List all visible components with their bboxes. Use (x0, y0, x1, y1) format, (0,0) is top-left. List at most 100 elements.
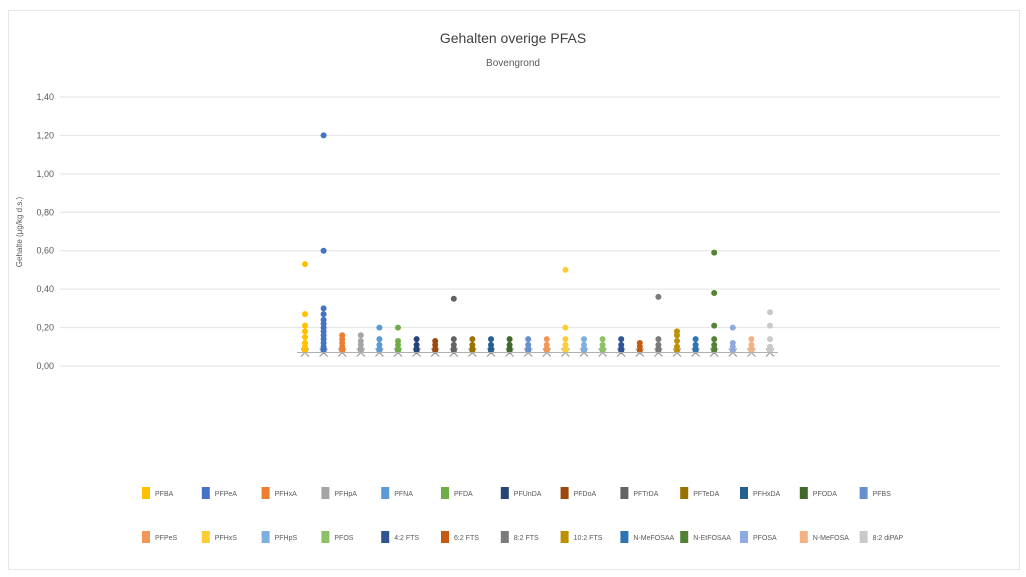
y-tick-label: 0,60 (36, 246, 54, 256)
legend-label: 10:2 FTS (574, 535, 603, 542)
legend-label: 8:2 diPAP (873, 535, 904, 542)
data-point (525, 336, 532, 343)
legend-swatch (261, 487, 270, 499)
legend-swatch (261, 531, 270, 543)
legend-label: PFDA (454, 491, 473, 498)
legend-label: 4:2 FTS (394, 535, 419, 542)
legend-label: PFHxA (275, 491, 298, 498)
legend-swatch (142, 487, 150, 499)
legend-label: PFBA (155, 491, 174, 498)
data-point (450, 336, 457, 343)
legend-swatch (740, 487, 748, 499)
legend-swatch (680, 487, 689, 499)
data-point (729, 324, 736, 331)
legend-label: PFUnDA (514, 491, 542, 498)
data-point (618, 336, 625, 343)
data-point (674, 338, 680, 345)
legend-label: N-MeFOSAA (633, 535, 674, 542)
legend-swatch (799, 531, 808, 543)
legend-label: PFBS (873, 491, 892, 498)
data-point (692, 336, 699, 343)
data-point (320, 132, 327, 139)
data-point (320, 305, 327, 312)
data-point (302, 328, 308, 335)
legend-swatch (620, 487, 629, 499)
legend-swatch (620, 531, 629, 543)
data-point (748, 336, 755, 343)
data-point (506, 336, 513, 343)
legend-label: PFNA (394, 491, 413, 498)
legend-label: PFPeS (155, 535, 178, 542)
legend-swatch (799, 487, 808, 499)
legend-swatch (201, 487, 210, 499)
data-point (562, 266, 569, 273)
legend-swatch (560, 487, 569, 499)
data-point (674, 332, 680, 339)
data-point (767, 336, 773, 343)
y-tick-label: 0,20 (36, 323, 54, 333)
legend-swatch (321, 487, 330, 499)
data-point (543, 336, 550, 343)
legend-swatch (321, 531, 330, 543)
data-point (376, 336, 383, 343)
data-point (562, 336, 569, 343)
data-point (711, 289, 718, 296)
data-point (711, 322, 718, 329)
legend-swatch (859, 531, 868, 543)
legend-swatch (142, 531, 150, 543)
legend-label: PFOSA (753, 535, 777, 542)
data-point (302, 311, 308, 318)
data-point (581, 336, 587, 343)
data-point (767, 322, 773, 329)
data-point (302, 334, 308, 341)
gridlines (60, 96, 1000, 367)
data-point (320, 247, 327, 254)
data-point (562, 324, 569, 331)
data-point (376, 324, 383, 331)
legend-label: N-EtFOSAA (693, 535, 731, 542)
y-tick-label: 0,40 (36, 284, 54, 294)
y-axis-label: Gehalte (µg/kg d.s.) (15, 196, 24, 267)
data-point (599, 336, 606, 343)
data-point (767, 309, 773, 316)
data-point (469, 336, 476, 343)
legend-swatch (560, 531, 569, 543)
legend-swatch (381, 487, 390, 499)
legend-label: PFHpA (334, 491, 357, 498)
y-tick-label: 1,40 (36, 92, 54, 102)
legend-swatch (441, 531, 449, 543)
legend-label: PFHxS (215, 535, 238, 542)
legend-swatch (740, 531, 748, 543)
data-points (297, 132, 778, 357)
legend-label: PFPeA (215, 491, 238, 498)
y-tick-label: 0,00 (36, 361, 54, 371)
chart-subtitle: Bovengrond (486, 58, 540, 69)
y-tick-label: 1,20 (36, 130, 54, 140)
data-point (711, 249, 718, 256)
legend-swatch (859, 487, 868, 499)
data-point (450, 295, 457, 302)
legend-label: PFODA (813, 491, 837, 498)
y-axis-ticks: 0,00 0,20 0,40 0,60 0,80 1,00 1,20 1,40 (36, 92, 54, 371)
legend-label: PFOS (334, 535, 353, 542)
data-point (413, 336, 420, 343)
legend-label: PFHxDA (753, 491, 781, 498)
legend-swatch (441, 487, 449, 499)
legend-label: PFHpS (275, 535, 298, 542)
data-point (395, 324, 401, 331)
data-point (302, 322, 308, 329)
y-tick-label: 0,80 (36, 207, 54, 217)
legend-label: N-MeFOSA (813, 535, 850, 542)
legend-swatch (381, 531, 390, 543)
data-point (711, 336, 718, 343)
legend-swatch (680, 531, 689, 543)
legend-label: 8:2 FTS (514, 535, 539, 542)
legend-label: 6:2 FTS (454, 535, 479, 542)
chart-title: Gehalten overige PFAS (439, 30, 587, 46)
y-tick-label: 1,00 (36, 169, 54, 179)
data-point (320, 311, 327, 318)
legend-label: PFDoA (574, 491, 597, 498)
legend-label: PFTeDA (693, 491, 719, 498)
legend-label: PFTrDA (633, 491, 658, 498)
